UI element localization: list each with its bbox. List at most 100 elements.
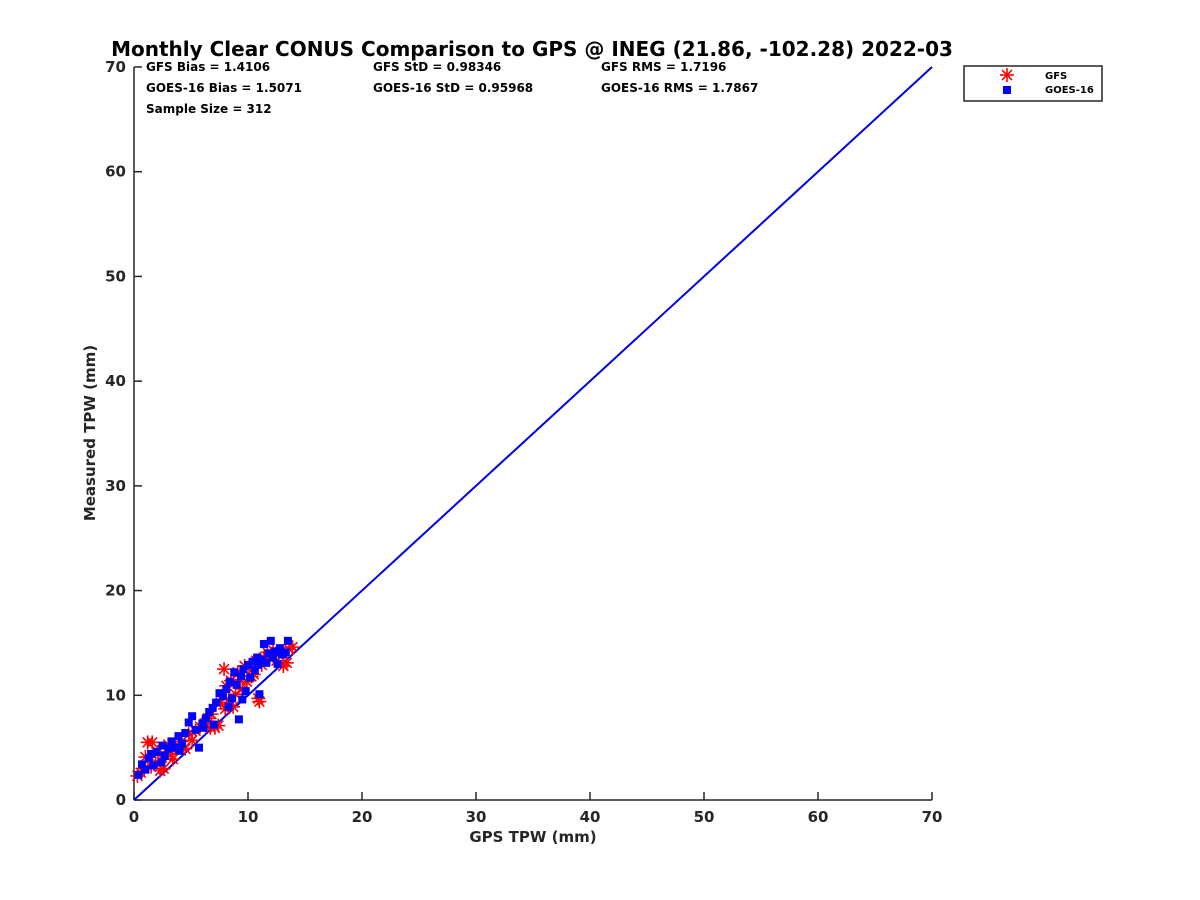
goes-16-point — [281, 648, 290, 657]
gfs-bias-stat: GFS Bias = 1.4106 — [146, 60, 270, 74]
goes-16-point — [188, 712, 197, 721]
goes-16-point — [257, 655, 266, 664]
goes-16-point — [271, 647, 280, 656]
legend-goes-16-label: GOES-16 — [1045, 85, 1094, 96]
gfs-rms-stat: GFS RMS = 1.7196 — [601, 60, 726, 74]
goes-16-point — [167, 737, 176, 746]
legend-gfs-asterisk — [1000, 68, 1014, 82]
chart-title: Monthly Clear CONUS Comparison to GPS @ … — [111, 37, 953, 61]
goes-bias-stat: GOES-16 Bias = 1.5071 — [146, 81, 302, 95]
goes-16-point — [218, 692, 227, 701]
goes-16-point — [248, 657, 257, 666]
goes-16-point — [283, 636, 292, 645]
goes-16-point — [205, 708, 214, 717]
goes-16-point — [157, 758, 166, 767]
legend-goes-16-marker — [1003, 86, 1011, 94]
x-axis-label: GPS TPW (mm) — [469, 828, 596, 846]
goes-16-point — [225, 677, 234, 686]
goes-std-stat: GOES-16 StD = 0.95968 — [373, 81, 533, 95]
goes-16-point — [212, 698, 221, 707]
gfs-point — [217, 662, 232, 677]
goes-16-point — [191, 725, 200, 734]
goes-16-point — [230, 668, 239, 677]
goes-16-point — [141, 765, 150, 774]
goes-16-point — [264, 649, 273, 658]
goes-16-series — [134, 636, 292, 779]
goes-16-point — [246, 673, 255, 682]
one-to-one-line — [133, 66, 933, 801]
x-tick-label: 30 — [466, 808, 487, 826]
goes-16-point — [228, 694, 237, 703]
goes-16-point — [238, 695, 247, 704]
goes-16-point — [158, 741, 167, 750]
goes-16-point — [175, 746, 184, 755]
sample-size-stat: Sample Size = 312 — [146, 102, 272, 116]
goes-16-point — [160, 752, 169, 761]
gfs-std-stat: GFS StD = 0.98346 — [373, 60, 501, 74]
goes-16-point — [137, 760, 146, 769]
goes-16-point — [273, 659, 282, 668]
goes-16-point — [259, 639, 268, 648]
goes-16-point — [174, 732, 183, 741]
y-axis-label: Measured TPW (mm) — [81, 345, 99, 521]
goes-16-point — [241, 687, 250, 696]
y-tick-label: 30 — [105, 477, 126, 495]
goes-rms-stat: GOES-16 RMS = 1.7867 — [601, 81, 758, 95]
goes-16-point — [149, 761, 158, 770]
goes-16-point — [224, 702, 233, 711]
reference-line-layer — [133, 66, 933, 801]
goes-16-point — [181, 728, 190, 737]
goes-16-point — [198, 719, 207, 728]
goes-16-point — [255, 690, 264, 699]
goes-16-point — [237, 672, 246, 681]
goes-16-point — [234, 715, 243, 724]
x-tick-label: 0 — [129, 808, 139, 826]
goes-16-point — [262, 658, 271, 667]
goes-16-point — [232, 680, 241, 689]
x-tick-label: 70 — [922, 808, 943, 826]
legend: GFS GOES-16 — [963, 65, 1103, 102]
gfs-point — [145, 735, 160, 750]
goes-16-point — [194, 743, 203, 752]
gfs-point — [185, 733, 200, 748]
y-tick-label: 60 — [105, 163, 126, 181]
x-tick-label: 60 — [808, 808, 829, 826]
x-tick-label: 40 — [580, 808, 601, 826]
goes-16-point — [152, 747, 161, 756]
x-tick-label: 20 — [352, 808, 373, 826]
goes-16-point — [201, 714, 210, 723]
goes-16-point — [239, 665, 248, 674]
goes-16-point — [275, 644, 284, 653]
y-tick-label: 20 — [105, 582, 126, 600]
gfs-point — [279, 655, 294, 670]
x-tick-label: 50 — [694, 808, 715, 826]
goes-16-point — [266, 636, 275, 645]
y-tick-label: 50 — [105, 267, 126, 285]
legend-box — [963, 65, 1103, 102]
goes-16-point — [244, 660, 252, 669]
goes-16-point — [199, 723, 208, 732]
goes-16-point — [164, 744, 173, 753]
legend-gfs-marker — [1000, 68, 1014, 82]
goes-16-point — [208, 703, 217, 712]
goes-16-point — [147, 749, 156, 758]
goes-16-point — [253, 653, 262, 662]
y-tick-label: 70 — [105, 58, 126, 76]
y-tick-label: 10 — [105, 686, 126, 704]
legend-gfs-label: GFS — [1045, 71, 1067, 82]
x-axis-ticks: 0 10 20 30 40 50 60 70 — [129, 792, 943, 826]
goes-16-point — [134, 770, 143, 779]
y-tick-label: 0 — [116, 791, 126, 809]
goes-16-point — [222, 685, 231, 694]
goes-16-point — [250, 666, 259, 675]
goes-16-point — [144, 754, 153, 763]
goes-16-point — [269, 653, 278, 662]
goes-16-point — [209, 720, 218, 729]
goes-16-point — [177, 739, 186, 748]
goes-16-point — [171, 743, 180, 752]
y-axis-ticks: 0 10 20 30 40 50 60 70 — [105, 58, 142, 809]
y-tick-label: 40 — [105, 372, 126, 390]
goes-16-point — [184, 718, 193, 727]
